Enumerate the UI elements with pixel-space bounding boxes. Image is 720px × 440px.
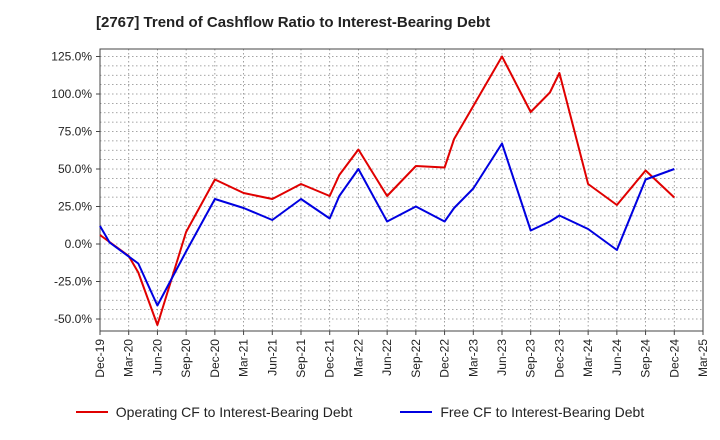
x-tick-label: Dec-23 [552,339,566,378]
x-tick-label: Dec-22 [438,339,452,378]
x-tick-label: Sep-24 [639,339,653,378]
legend-label: Free CF to Interest-Bearing Debt [440,404,645,420]
x-tick-label: Jun-22 [380,339,394,376]
legend-label: Operating CF to Interest-Bearing Debt [115,404,353,420]
x-tick-label: Sep-22 [409,339,423,378]
x-tick-label: Mar-21 [237,339,251,377]
x-tick-label: Jun-23 [495,339,509,376]
series-line-1 [99,55,675,326]
x-tick-label: Dec-24 [667,339,681,378]
y-tick-label: 125.0% [51,50,92,64]
x-tick-label: Jun-21 [265,339,279,376]
x-tick-label: Mar-23 [466,339,480,377]
legend: Operating CF to Interest-Bearing Debt Fre… [0,404,720,420]
y-tick-label: -25.0% [54,275,92,289]
x-tick-label: Dec-21 [323,339,337,378]
legend-item: Free CF to Interest-Bearing Debt [400,404,644,420]
chart-title: [2767] Trend of Cashflow Ratio to Intere… [96,14,491,31]
x-tick-label: Sep-23 [524,339,538,378]
x-tick-label: Jun-24 [610,339,624,376]
x-tick-label: Mar-25 [696,339,710,377]
y-tick-label: 50.0% [58,162,92,176]
y-tick-label: 0.0% [65,237,93,251]
legend-swatch [75,411,108,413]
x-tick-label: Mar-24 [581,339,595,377]
legend-swatch [400,411,433,413]
y-tick-label: 75.0% [58,125,92,139]
x-tick-label: Sep-20 [179,339,193,378]
y-tick-label: -50.0% [54,312,92,326]
legend-item: Operating CF to Interest-Bearing Debt [75,404,353,420]
series-line-2 [99,142,675,307]
x-tick-label: Mar-20 [122,339,136,377]
x-tick-label: Mar-22 [351,339,365,377]
x-tick-label: Sep-21 [294,339,308,378]
x-tick-label: Dec-20 [208,339,222,378]
x-tick-label: Jun-20 [150,339,164,376]
y-tick-label: 25.0% [58,200,92,214]
x-tick-label: Dec-19 [93,339,107,378]
plot-frame [99,48,704,332]
y-tick-label: 100.0% [51,87,92,101]
